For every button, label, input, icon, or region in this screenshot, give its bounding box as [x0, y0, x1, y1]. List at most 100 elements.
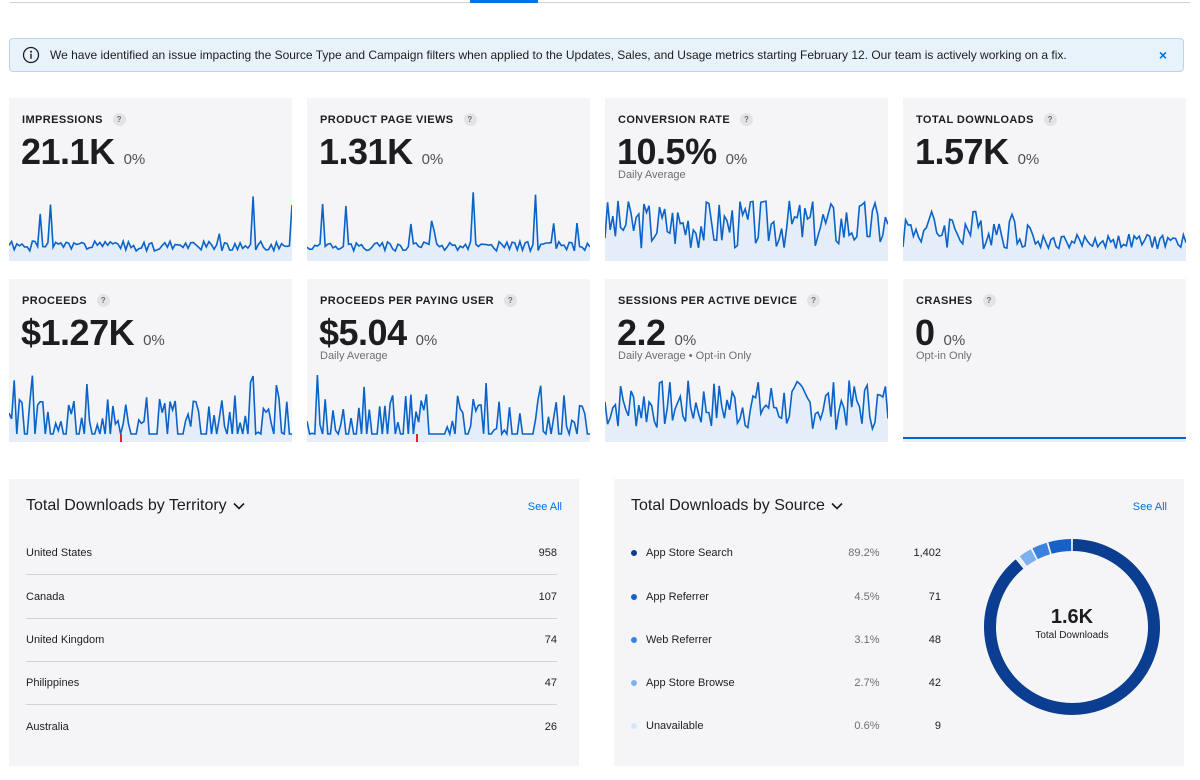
sparkline-line [903, 209, 1186, 251]
metric-label: PROCEEDS PER PAYING USER? [320, 294, 518, 307]
metric-subtitle: Daily Average [618, 169, 686, 181]
help-icon[interactable]: ? [96, 294, 110, 307]
metric-label: TOTAL DOWNLOADS? [916, 113, 1057, 126]
metric-card-proceeds-per-paying-user[interactable]: PROCEEDS PER PAYING USER? $5.04 0% Daily … [307, 279, 590, 442]
help-icon[interactable]: ? [504, 294, 518, 307]
territory-row[interactable]: United States 958 [26, 532, 557, 575]
territory-see-all-link[interactable]: See All [527, 501, 562, 513]
source-row[interactable]: App Store Browse 2.7% 42 [631, 673, 941, 693]
sparkline-area [307, 375, 590, 442]
legend-dot [631, 594, 637, 600]
help-icon[interactable]: ? [982, 294, 996, 307]
metric-value: 2.2 [617, 312, 666, 353]
sparkline [9, 196, 292, 261]
donut-slice-web-referrer [1032, 542, 1051, 560]
sparkline [903, 437, 1186, 442]
metric-label: PRODUCT PAGE VIEWS? [320, 113, 477, 126]
sparkline-line [307, 192, 590, 254]
donut-total-value: 1.6K [1050, 606, 1094, 628]
sparkline-area [605, 200, 888, 261]
sparkline-line [605, 380, 888, 432]
metric-card-conversion-rate[interactable]: CONVERSION RATE? 10.5% 0% Daily Average [605, 98, 888, 261]
metric-label: IMPRESSIONS? [22, 113, 126, 126]
donut-slice-app-store-browse [1019, 549, 1037, 566]
metric-subtitle: Opt-in Only [916, 350, 972, 362]
legend-dot [631, 550, 637, 556]
banner-message: We have identified an issue impacting th… [50, 48, 1067, 62]
source-row[interactable]: App Referrer 4.5% 71 [631, 587, 941, 607]
help-icon[interactable]: ? [463, 113, 477, 126]
sparkline-line [9, 196, 292, 254]
sparkline-area [307, 192, 590, 261]
help-icon[interactable]: ? [740, 113, 754, 126]
sparkline-area [605, 380, 888, 442]
metric-value: 0 [915, 312, 935, 353]
metric-label: CONVERSION RATE? [618, 113, 754, 126]
metric-card-impressions[interactable]: IMPRESSIONS? 21.1K 0% [9, 98, 292, 261]
territory-row[interactable]: Canada 107 [26, 576, 557, 619]
territory-row[interactable]: Philippines 47 [26, 662, 557, 705]
territory-count: 47 [544, 677, 557, 689]
metric-value: $1.27K [21, 312, 135, 353]
help-icon[interactable]: ? [1043, 113, 1057, 126]
metric-change: 0% [143, 332, 165, 349]
sparkline [307, 192, 590, 261]
metric-change: 0% [1017, 151, 1040, 168]
source-row[interactable]: Unavailable 0.6% 9 [631, 716, 941, 736]
territory-row[interactable]: United Kingdom 74 [26, 619, 557, 662]
legend-dot [631, 723, 637, 729]
source-name: App Store Browse [646, 677, 735, 689]
sparkline-area [9, 375, 292, 442]
source-count: 71 [928, 591, 941, 603]
sparkline-line [9, 375, 292, 436]
territory-title-dropdown[interactable]: Total Downloads by Territory [26, 497, 245, 515]
source-row[interactable]: Web Referrer 3.1% 48 [631, 630, 941, 650]
territory-name: United States [26, 547, 93, 559]
close-icon[interactable]: × [1158, 47, 1168, 63]
sparkline [605, 200, 888, 261]
metric-label: PROCEEDS? [22, 294, 110, 307]
territory-row[interactable]: Australia 26 [26, 705, 557, 748]
territory-name: United Kingdom [26, 634, 105, 646]
metric-value: 1.31K [319, 131, 413, 172]
territory-name: Australia [26, 720, 69, 733]
source-name: Unavailable [646, 720, 704, 732]
metric-value: 21.1K [21, 131, 115, 172]
territory-count: 107 [538, 591, 557, 603]
metric-label: CRASHES? [916, 294, 996, 307]
metric-value: 10.5% [617, 131, 717, 172]
metric-card-total-downloads[interactable]: TOTAL DOWNLOADS? 1.57K 0% [903, 98, 1186, 261]
source-count: 9 [934, 720, 941, 732]
source-name: App Referrer [646, 591, 709, 603]
help-icon[interactable]: ? [807, 294, 821, 307]
source-row[interactable]: App Store Search 89.2% 1,402 [631, 543, 941, 563]
donut-slice-unavailable [1017, 557, 1026, 568]
metric-change: 0% [943, 332, 966, 349]
metric-card-proceeds[interactable]: PROCEEDS? $1.27K 0% [9, 279, 292, 442]
metric-card-crashes[interactable]: CRASHES? 0 0% Opt-in Only [903, 279, 1186, 442]
source-percent: 2.7% [854, 677, 880, 689]
sparkline-line [605, 200, 888, 250]
help-icon[interactable]: ? [112, 113, 126, 126]
sparkline [9, 375, 292, 442]
source-count: 48 [928, 634, 941, 646]
sparkline [307, 374, 590, 442]
source-donut-chart[interactable] [980, 535, 1164, 719]
legend-dot [631, 680, 637, 686]
chevron-down-icon [831, 502, 843, 510]
metric-card-sessions-per-active-device[interactable]: SESSIONS PER ACTIVE DEVICE? 2.2 0% Daily … [605, 279, 888, 442]
metric-card-product-page-views[interactable]: PRODUCT PAGE VIEWS? 1.31K 0% [307, 98, 590, 261]
metric-change: 0% [674, 332, 697, 349]
source-title-dropdown[interactable]: Total Downloads by Source [631, 497, 843, 515]
source-see-all-link[interactable]: See All [1132, 501, 1167, 513]
active-tab-indicator [470, 0, 538, 3]
source-percent: 4.5% [854, 591, 880, 603]
source-count: 42 [928, 677, 941, 689]
downloads-by-territory-panel: Total Downloads by Territory See All Uni… [9, 479, 579, 766]
territory-count: 26 [544, 720, 557, 733]
metric-change: 0% [725, 151, 748, 168]
sparkline-area [9, 196, 292, 261]
issue-banner: We have identified an issue impacting th… [9, 38, 1184, 72]
sparkline [903, 209, 1186, 261]
metric-change: 0% [421, 151, 444, 168]
